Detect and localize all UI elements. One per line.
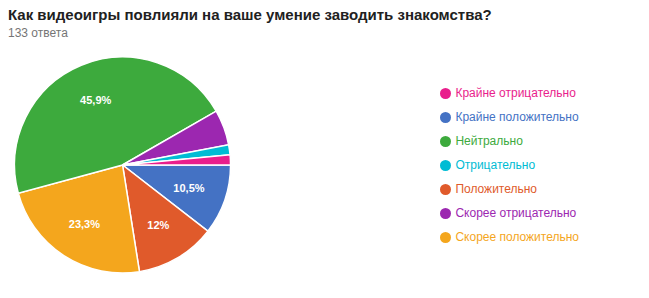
html-text:Как видеоигры повлияли на ваше: Как видеоигры повлияли на ваше умение за… bbox=[8, 6, 492, 23]
html-text:Скорее положительно: Скорее положительно bbox=[455, 230, 579, 244]
svg-text:45,9%: 45,9% bbox=[80, 94, 111, 106]
svg-text:12%: 12% bbox=[147, 219, 169, 231]
html-text:Скорее отрицательно: Скорее отрицательно bbox=[455, 206, 577, 220]
svg-text:10,5%: 10,5% bbox=[173, 182, 204, 194]
html-text:Крайне положительно: Крайне положительно bbox=[455, 110, 579, 124]
svg-text:23,3%: 23,3% bbox=[69, 218, 100, 230]
html-text:Нейтрально: Нейтрально bbox=[455, 134, 523, 148]
html-text:Положительно: Положительно bbox=[455, 182, 537, 196]
html-text:Крайне отрицательно: Крайне отрицательно bbox=[455, 86, 576, 100]
html-text:133 ответа: 133 ответа bbox=[8, 26, 68, 40]
html-text:Отрицательно: Отрицательно bbox=[455, 158, 536, 172]
